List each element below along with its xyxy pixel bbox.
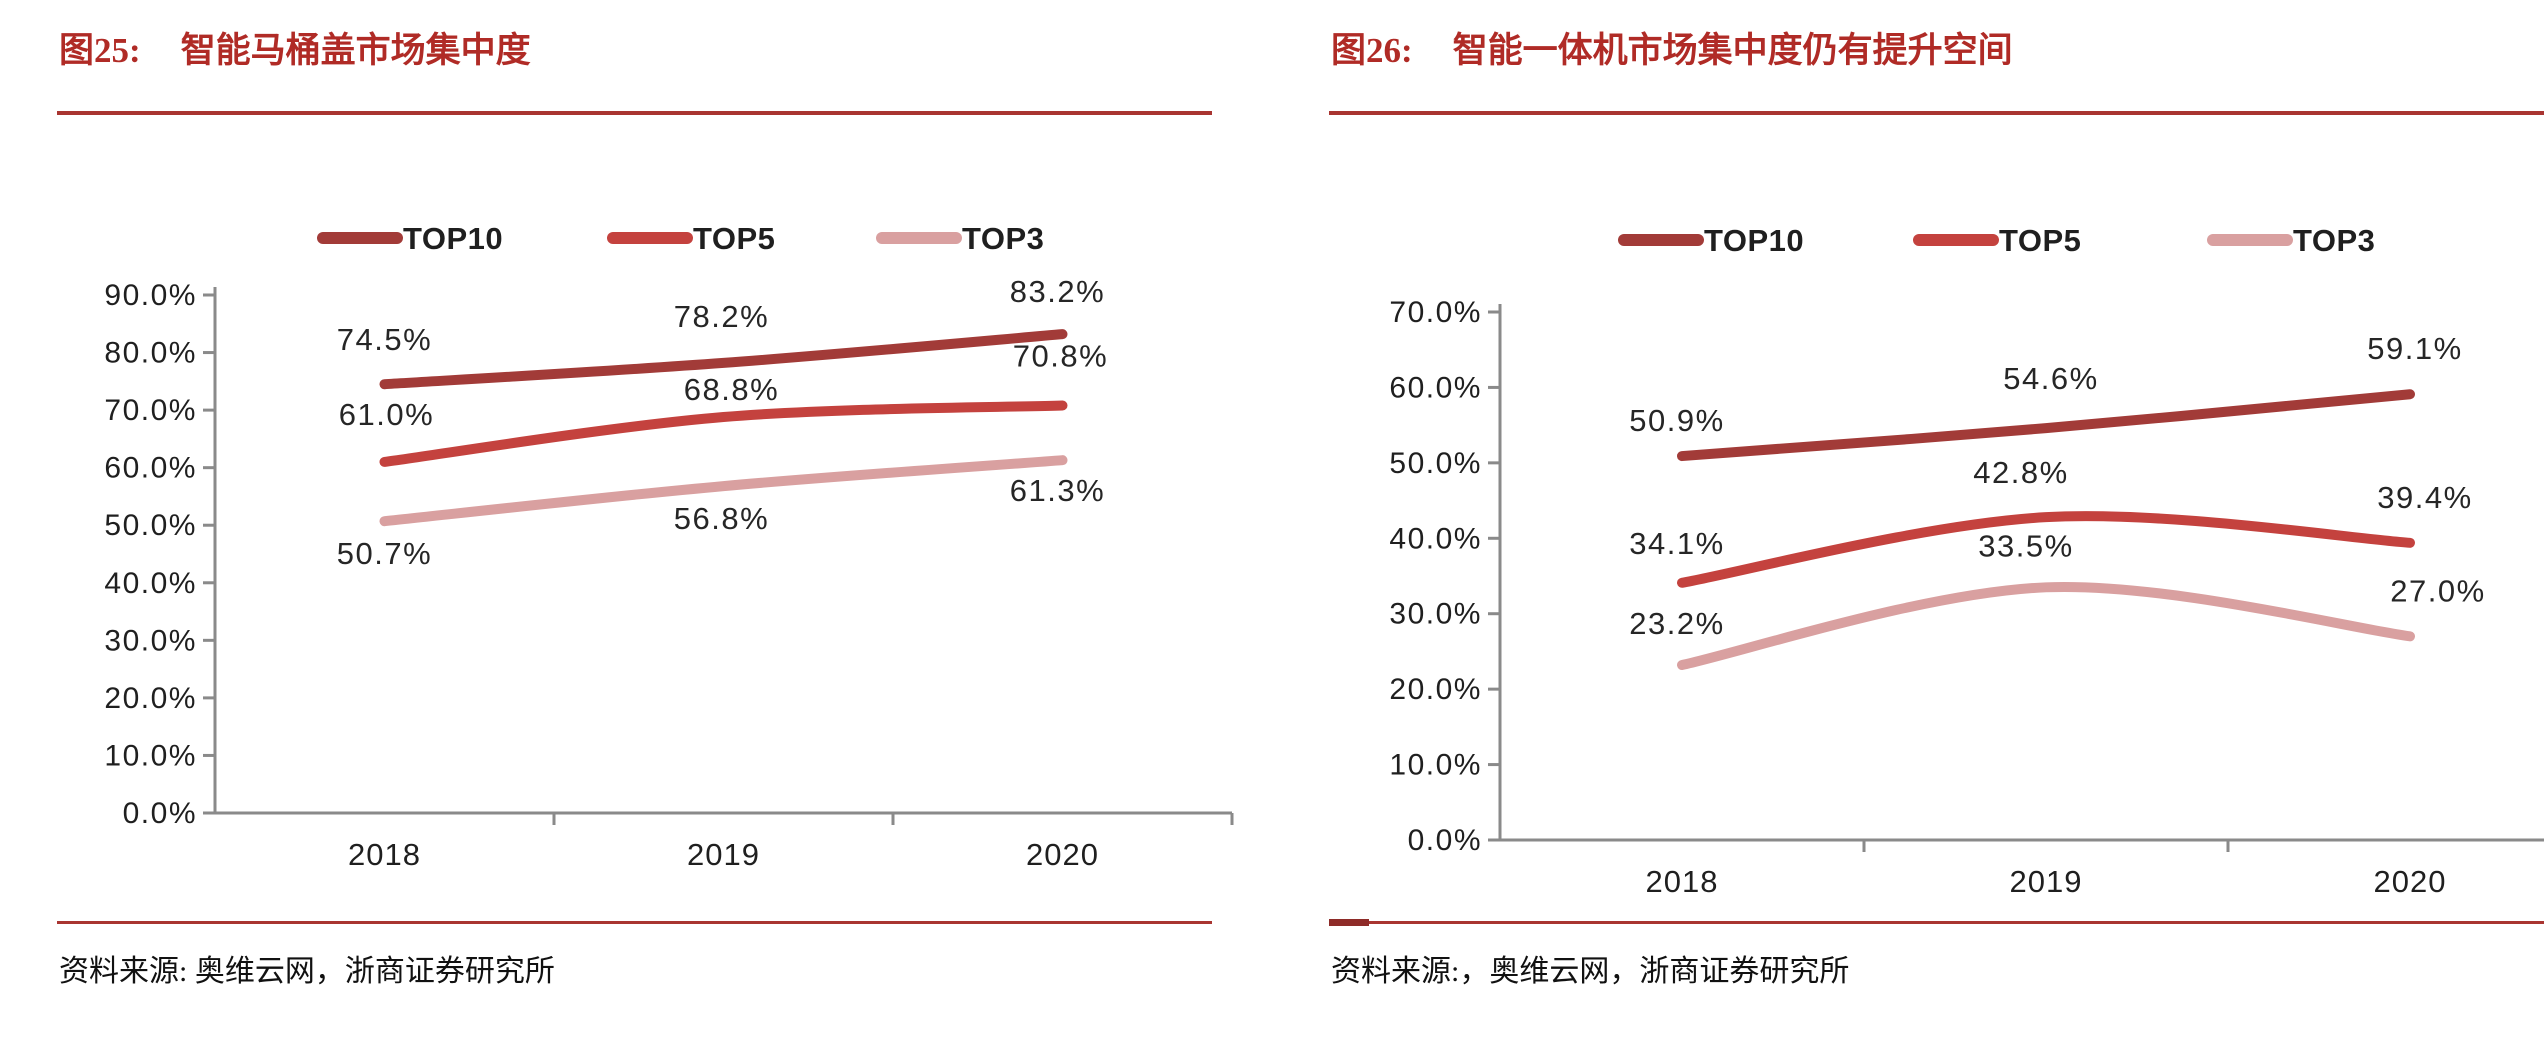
figure-25-source-note: 资料来源: 奥维云网，浙商证券研究所: [59, 955, 555, 988]
legend: TOP10 TOP5 TOP3: [317, 221, 1044, 256]
data-labels-top5: 34.1% 42.8% 39.4%: [1629, 455, 2472, 561]
x-tick-label: 2018: [1646, 864, 1719, 899]
data-labels-top3: 50.7% 56.8% 61.3%: [337, 473, 1105, 571]
legend-item-top3: TOP3: [2207, 223, 2375, 258]
y-tick-label: 40.0%: [104, 567, 197, 600]
x-tick-label: 2020: [1026, 837, 1099, 872]
figure-26-source-note: 资料来源:，奥维云网，浙商证券研究所: [1331, 955, 1850, 988]
figure-25-label: 图25:: [59, 31, 141, 70]
figure-26-title-row: 图26: 智能一体机市场集中度仍有提升空间: [1331, 22, 2013, 73]
y-tick-label: 10.0%: [1389, 749, 1482, 782]
legend-item-top5: TOP5: [607, 221, 775, 256]
data-label: 78.2%: [674, 299, 769, 334]
figure-25-title-row: 图25: 智能马桶盖市场集中度: [59, 22, 531, 73]
y-tick-label: 40.0%: [1389, 522, 1482, 555]
figure-25-title: 智能马桶盖市场集中度: [180, 31, 531, 70]
y-tick-label: 0.0%: [123, 797, 197, 830]
figure-26-panel: 图26: 智能一体机市场集中度仍有提升空间 0.0% 10.0% 20.0% 30.0…: [1329, 0, 2544, 1042]
legend-label-top5: TOP5: [1999, 223, 2081, 258]
y-tick-label: 60.0%: [104, 452, 197, 485]
data-label: 23.2%: [1629, 606, 1724, 641]
figure-25-source-rule: [57, 921, 1212, 924]
series-line-top5: [379, 400, 1068, 467]
series-line-top10: [1677, 389, 2415, 462]
y-tick-label: 10.0%: [104, 739, 197, 772]
legend-label-top3: TOP3: [962, 221, 1044, 256]
data-label: 68.8%: [684, 372, 779, 407]
series-line-top5: [1677, 511, 2415, 588]
figure-25-panel: 图25: 智能马桶盖市场集中度 0.0% 10.0% 20.0% 30.0% 40.0%…: [57, 0, 1234, 1042]
y-tick-label: 50.0%: [1389, 447, 1482, 480]
legend-item-top3: TOP3: [876, 221, 1044, 256]
data-label: 70.8%: [1013, 339, 1108, 374]
series-line-top3: [1677, 581, 2415, 671]
data-label: 61.3%: [1010, 473, 1105, 508]
series-line-top10: [379, 329, 1068, 390]
figure-25-title-rule: [57, 111, 1212, 115]
y-axis-tick-labels: 0.0% 10.0% 20.0% 30.0% 40.0% 50.0% 60.0% 70.0%: [1389, 296, 1482, 857]
y-tick-label: 80.0%: [104, 337, 197, 370]
x-axis-tick-labels: 2018 2019 2020: [348, 837, 1099, 872]
figure-26-rule-accent: [1329, 919, 1369, 926]
data-label: 39.4%: [2377, 480, 2472, 515]
axes: [203, 287, 1234, 825]
y-tick-label: 20.0%: [1389, 673, 1482, 706]
data-label: 54.6%: [2003, 361, 2098, 396]
legend-label-top10: TOP10: [403, 221, 503, 256]
data-label: 59.1%: [2367, 331, 2462, 366]
data-label: 83.2%: [1010, 274, 1105, 309]
legend-label-top5: TOP5: [693, 221, 775, 256]
x-tick-label: 2018: [348, 837, 421, 872]
x-tick-label: 2020: [2374, 864, 2447, 899]
figure-26-label: 图26:: [1331, 31, 1413, 70]
legend-label-top3: TOP3: [2293, 223, 2375, 258]
legend-label-top10: TOP10: [1704, 223, 1804, 258]
data-label: 42.8%: [1973, 455, 2068, 490]
y-tick-label: 60.0%: [1389, 371, 1482, 404]
data-label: 27.0%: [2390, 573, 2485, 608]
x-tick-label: 2019: [2010, 864, 2083, 899]
y-tick-label: 30.0%: [104, 624, 197, 657]
axes: [1488, 304, 2544, 852]
data-labels-top5: 61.0% 68.8% 70.8%: [339, 339, 1108, 432]
figure-26-title: 智能一体机市场集中度仍有提升空间: [1452, 31, 2013, 70]
figure-26-title-rule: [1329, 111, 2544, 115]
data-labels-top10: 50.9% 54.6% 59.1%: [1629, 331, 2462, 438]
figure-25-line-chart: 0.0% 10.0% 20.0% 30.0% 40.0% 50.0% 60.0% 70.0% 8…: [104, 221, 1234, 872]
data-labels-top10: 74.5% 78.2% 83.2%: [337, 274, 1105, 357]
data-label: 61.0%: [339, 397, 434, 432]
legend-item-top5: TOP5: [1913, 223, 2081, 258]
data-label: 33.5%: [1978, 528, 2073, 563]
data-label: 50.9%: [1629, 403, 1724, 438]
data-label: 50.7%: [337, 536, 432, 571]
y-tick-label: 30.0%: [1389, 598, 1482, 631]
series-line-top3: [379, 455, 1068, 527]
data-labels-top3: 23.2% 33.5% 27.0%: [1629, 528, 2485, 641]
y-tick-label: 20.0%: [104, 682, 197, 715]
legend: TOP10 TOP5 TOP3: [1618, 223, 2375, 258]
legend-item-top10: TOP10: [317, 221, 503, 256]
y-tick-label: 90.0%: [104, 279, 197, 312]
data-label: 74.5%: [337, 322, 432, 357]
x-tick-label: 2019: [687, 837, 760, 872]
y-tick-label: 70.0%: [1389, 296, 1482, 329]
data-label: 34.1%: [1629, 526, 1724, 561]
y-tick-label: 70.0%: [104, 394, 197, 427]
legend-item-top10: TOP10: [1618, 223, 1804, 258]
x-axis-tick-labels: 2018 2019 2020: [1646, 864, 2447, 899]
y-tick-label: 50.0%: [104, 509, 197, 542]
figure-26-line-chart: 0.0% 10.0% 20.0% 30.0% 40.0% 50.0% 60.0% 70.0% 2…: [1389, 223, 2544, 899]
y-axis-tick-labels: 0.0% 10.0% 20.0% 30.0% 40.0% 50.0% 60.0% 70.0% 8…: [104, 279, 197, 830]
data-label: 56.8%: [674, 501, 769, 536]
figure-26-source-rule: [1329, 919, 2544, 926]
y-tick-label: 0.0%: [1408, 824, 1482, 857]
